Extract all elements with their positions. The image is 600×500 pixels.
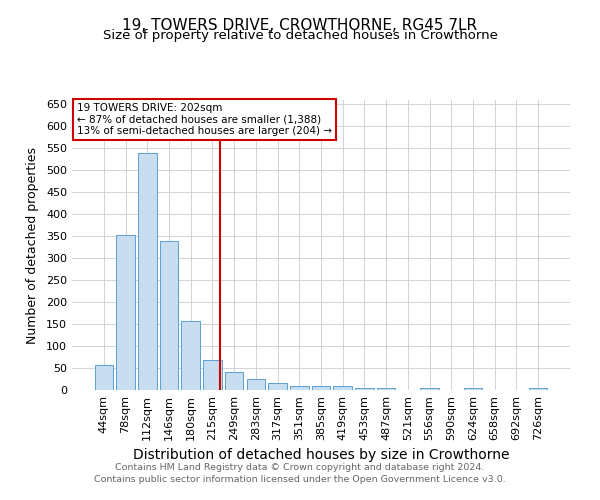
Bar [529, 388, 547, 390]
Text: 19, TOWERS DRIVE, CROWTHORNE, RG45 7LR: 19, TOWERS DRIVE, CROWTHORNE, RG45 7LR [122, 18, 478, 32]
Bar [95, 364, 113, 390]
Bar [421, 388, 439, 390]
Bar [355, 388, 374, 390]
X-axis label: Distribution of detached houses by size in Crowthorne: Distribution of detached houses by size … [133, 448, 509, 462]
Bar [268, 382, 287, 390]
Bar [464, 388, 482, 390]
Text: 19 TOWERS DRIVE: 202sqm
← 87% of detached houses are smaller (1,388)
13% of semi: 19 TOWERS DRIVE: 202sqm ← 87% of detache… [77, 103, 332, 136]
Bar [247, 380, 265, 390]
Bar [312, 386, 330, 390]
Bar [203, 360, 221, 390]
Bar [181, 321, 200, 390]
Text: Size of property relative to detached houses in Crowthorne: Size of property relative to detached ho… [103, 29, 497, 42]
Bar [138, 152, 157, 390]
Text: Contains HM Land Registry data © Crown copyright and database right 2024.: Contains HM Land Registry data © Crown c… [115, 464, 485, 472]
Bar [290, 386, 308, 390]
Y-axis label: Number of detached properties: Number of detached properties [26, 146, 39, 344]
Bar [334, 386, 352, 390]
Bar [116, 236, 135, 390]
Bar [377, 388, 395, 390]
Bar [225, 372, 244, 390]
Bar [160, 242, 178, 390]
Text: Contains public sector information licensed under the Open Government Licence v3: Contains public sector information licen… [94, 474, 506, 484]
